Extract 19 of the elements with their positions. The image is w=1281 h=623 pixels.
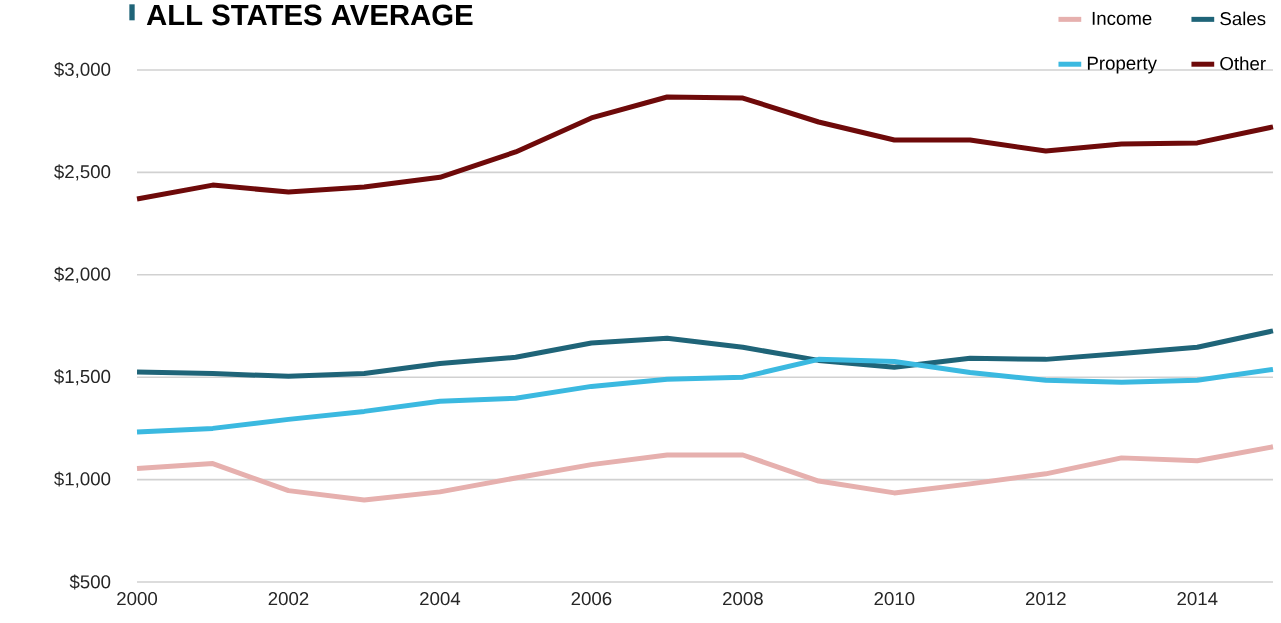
legend-label: Other [1220,56,1266,71]
x-tick-label: 2014 [1177,592,1218,606]
x-tick-label: 2008 [723,592,763,606]
legend-label: Property [1087,56,1157,74]
y-tick-label: $1,000 [54,471,111,488]
x-tick-label: 2004 [420,592,461,606]
x-tick-label: 2002 [268,592,309,606]
y-tick-label: $2,000 [54,266,111,283]
chart-title: ALL STATES AVERAGE [146,4,473,26]
x-tick-label: 2010 [874,592,915,606]
legend-label: Income [1092,11,1152,25]
y-tick-label: $1,500 [54,369,111,386]
x-tick-label: 2006 [571,592,612,606]
y-tick-label: $2,500 [54,164,111,181]
x-tick-label: 2012 [1025,592,1066,606]
legend-label: Sales [1220,11,1266,26]
y-tick-label: $500 [69,574,111,590]
x-tick-label: 2000 [117,592,158,606]
y-tick-label: $3,000 [54,61,111,79]
